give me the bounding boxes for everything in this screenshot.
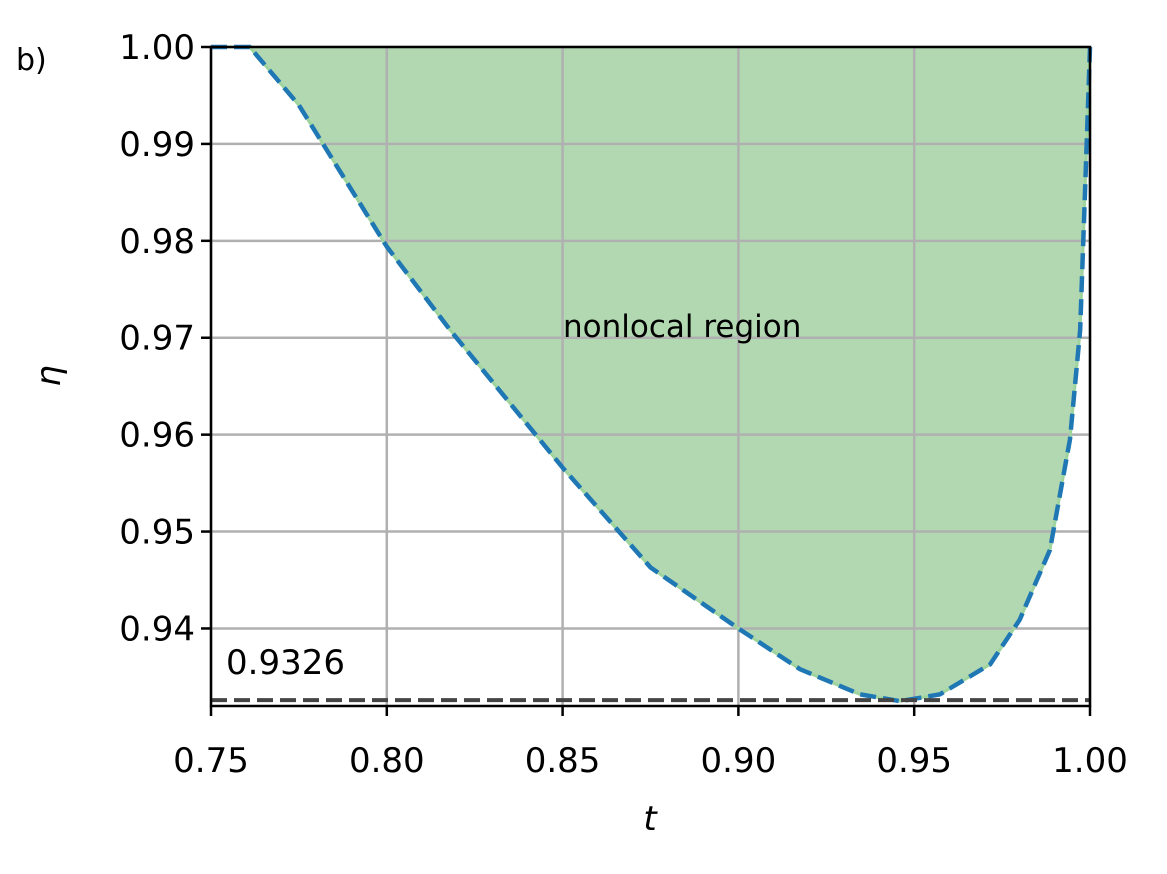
x-tick-label: 1.00 <box>1052 741 1128 781</box>
y-axis-label: η <box>29 365 69 387</box>
y-tick-label: 0.99 <box>119 125 195 165</box>
y-tick-label: 0.98 <box>119 222 195 262</box>
x-tick-label: 0.95 <box>876 741 952 781</box>
x-tick-label: 0.85 <box>525 741 601 781</box>
panel-label: b) <box>16 43 47 78</box>
nonlocal-area <box>211 47 1090 702</box>
region-label: nonlocal region <box>563 309 801 345</box>
y-tick-label: 1.00 <box>119 28 195 68</box>
y-tick-label: 0.95 <box>119 513 195 553</box>
x-tick-label: 0.90 <box>701 741 777 781</box>
y-tick-label: 0.94 <box>119 609 195 649</box>
boundary-line <box>211 44 1093 704</box>
x-tick-label: 0.80 <box>349 741 425 781</box>
x-axis-label: t <box>643 799 658 839</box>
y-tick-label: 0.97 <box>119 319 195 359</box>
plot-frame <box>209 45 1092 708</box>
x-tick-label: 0.75 <box>173 741 249 781</box>
y-tick-label: 0.96 <box>119 416 195 456</box>
threshold-label: 0.9326 <box>226 643 345 683</box>
